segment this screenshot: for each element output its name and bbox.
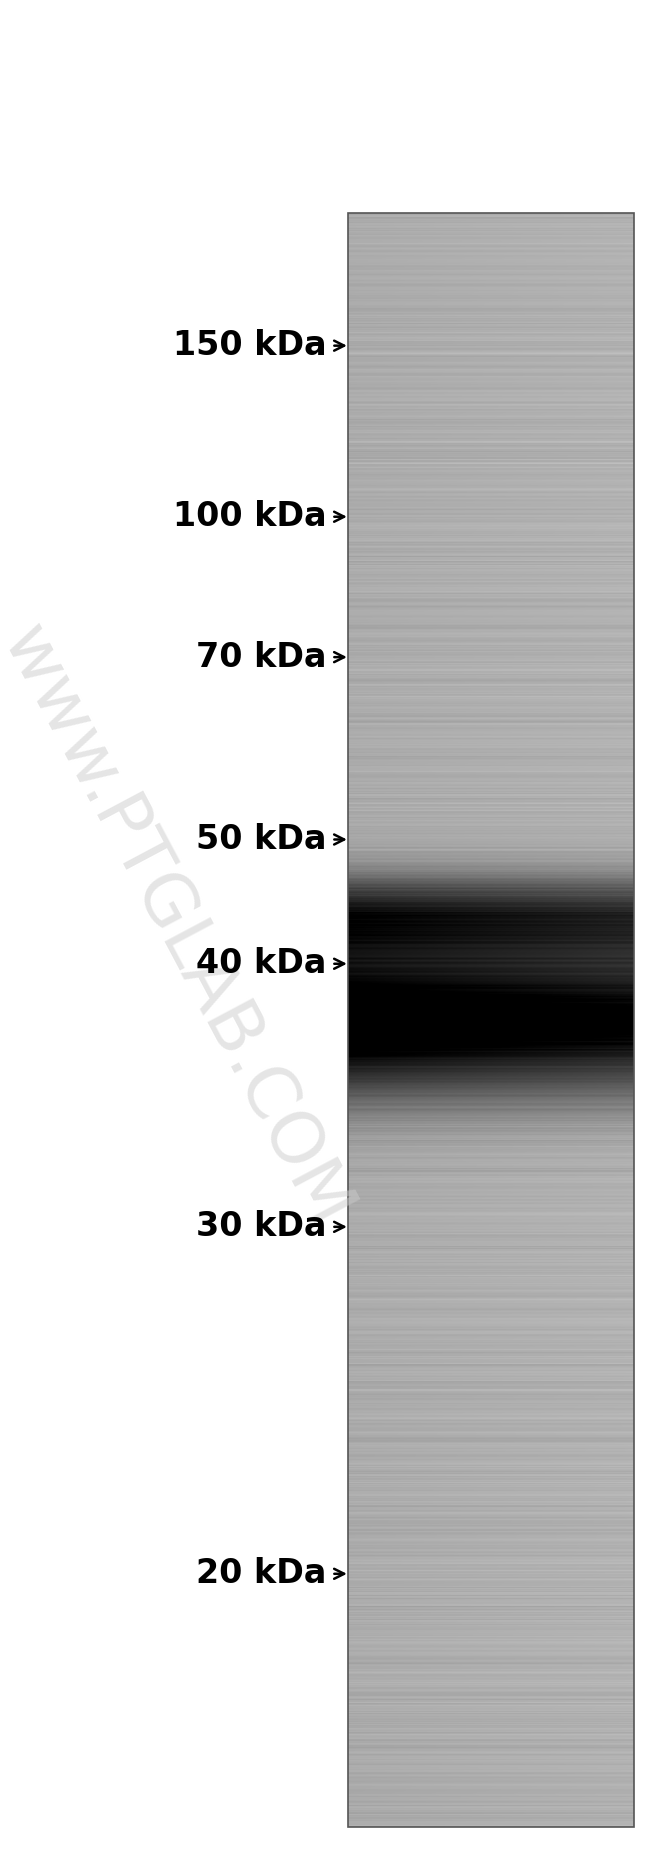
Text: 50 kDa: 50 kDa — [196, 824, 326, 855]
Bar — [348, 213, 634, 1827]
Text: 20 kDa: 20 kDa — [196, 1558, 326, 1590]
Text: 150 kDa: 150 kDa — [173, 328, 326, 362]
Text: 70 kDa: 70 kDa — [196, 640, 326, 673]
Text: 100 kDa: 100 kDa — [173, 501, 326, 532]
Text: 30 kDa: 30 kDa — [196, 1209, 326, 1243]
Text: 40 kDa: 40 kDa — [196, 948, 326, 979]
Text: www.PTGLAB.COM: www.PTGLAB.COM — [0, 616, 363, 1239]
